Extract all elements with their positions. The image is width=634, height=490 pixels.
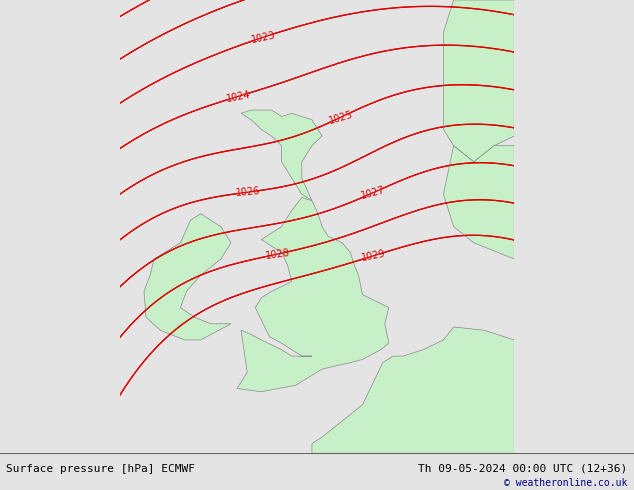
Polygon shape xyxy=(443,0,514,162)
Text: 1024: 1024 xyxy=(225,89,251,103)
Text: 1023: 1023 xyxy=(250,30,277,45)
Polygon shape xyxy=(144,214,231,340)
Text: 1026: 1026 xyxy=(235,186,261,198)
Text: 1028: 1028 xyxy=(265,247,291,261)
Polygon shape xyxy=(241,110,322,201)
Text: © weatheronline.co.uk: © weatheronline.co.uk xyxy=(504,478,628,488)
Text: 1025: 1025 xyxy=(328,109,354,125)
Polygon shape xyxy=(312,327,514,453)
Polygon shape xyxy=(237,197,389,392)
Text: 1027: 1027 xyxy=(360,184,387,201)
Text: 1029: 1029 xyxy=(360,248,386,263)
Text: Th 09-05-2024 00:00 UTC (12+36): Th 09-05-2024 00:00 UTC (12+36) xyxy=(418,464,628,473)
Text: Surface pressure [hPa] ECMWF: Surface pressure [hPa] ECMWF xyxy=(6,464,195,473)
Polygon shape xyxy=(443,146,514,259)
